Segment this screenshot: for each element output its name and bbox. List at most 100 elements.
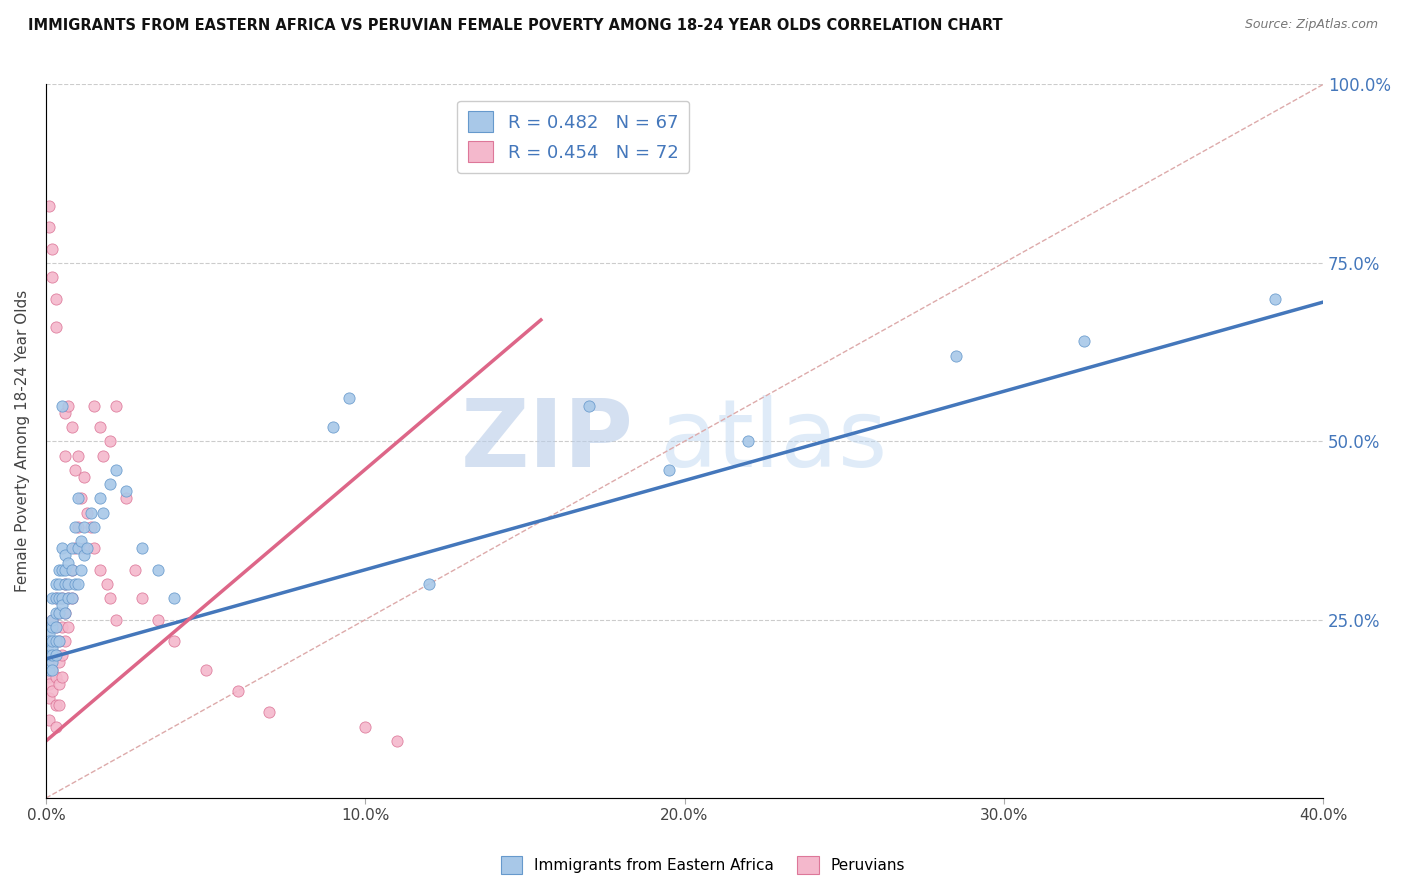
Y-axis label: Female Poverty Among 18-24 Year Olds: Female Poverty Among 18-24 Year Olds [15, 290, 30, 592]
Point [51, 541, 73, 556]
Point [41, 634, 63, 648]
Point [45, 620, 67, 634]
Point [79, 520, 101, 534]
Legend: Immigrants from Eastern Africa, Peruvians: Immigrants from Eastern Africa, Peruvian… [495, 850, 911, 880]
Point [76, 541, 98, 556]
Point [38, 677, 60, 691]
Point [48, 591, 70, 606]
Point [89, 420, 111, 434]
Text: Source: ZipAtlas.com: Source: ZipAtlas.com [1244, 18, 1378, 31]
Point [53, 449, 76, 463]
Point [38, 634, 60, 648]
Point [66, 491, 89, 506]
Point [38, 199, 60, 213]
Point [48, 677, 70, 691]
Point [48, 656, 70, 670]
Point [114, 491, 136, 506]
Point [38, 634, 60, 648]
Point [38, 713, 60, 727]
Point [58, 591, 80, 606]
Point [45, 591, 67, 606]
Point [66, 520, 89, 534]
Point [96, 577, 118, 591]
Point [63, 577, 86, 591]
Point [38, 648, 60, 663]
Point [48, 606, 70, 620]
Point [66, 541, 89, 556]
Point [89, 491, 111, 506]
Point [41, 620, 63, 634]
Point [60, 420, 83, 434]
Point [70, 563, 93, 577]
Point [83, 399, 105, 413]
Point [51, 670, 73, 684]
Point [83, 541, 105, 556]
Point [45, 577, 67, 591]
Point [41, 663, 63, 677]
Point [58, 399, 80, 413]
Point [58, 591, 80, 606]
Point [58, 556, 80, 570]
Point [51, 563, 73, 577]
Point [53, 606, 76, 620]
Point [41, 242, 63, 256]
Point [131, 541, 153, 556]
Point [38, 220, 60, 235]
Point [70, 534, 93, 549]
Point [51, 599, 73, 613]
Point [385, 734, 408, 748]
Point [51, 591, 73, 606]
Text: atlas: atlas [659, 395, 887, 487]
Point [48, 634, 70, 648]
Point [45, 606, 67, 620]
Point [38, 648, 60, 663]
Point [105, 613, 128, 627]
Point [131, 591, 153, 606]
Point [41, 613, 63, 627]
Point [163, 591, 186, 606]
Point [98, 591, 121, 606]
Point [226, 684, 249, 698]
Point [53, 634, 76, 648]
Point [38, 691, 60, 706]
Point [41, 656, 63, 670]
Point [45, 620, 67, 634]
Point [51, 648, 73, 663]
Point [124, 563, 146, 577]
Point [322, 420, 344, 434]
Point [1073, 334, 1095, 349]
Point [60, 541, 83, 556]
Point [48, 634, 70, 648]
Point [45, 670, 67, 684]
Point [105, 463, 128, 477]
Point [98, 477, 121, 491]
Point [76, 506, 98, 520]
Point [41, 613, 63, 627]
Point [53, 606, 76, 620]
Point [48, 698, 70, 713]
Point [48, 577, 70, 591]
Point [53, 406, 76, 420]
Point [53, 563, 76, 577]
Point [73, 470, 96, 484]
Point [578, 399, 600, 413]
Point [146, 563, 169, 577]
Point [418, 577, 440, 591]
Point [63, 463, 86, 477]
Point [66, 577, 89, 591]
Point [63, 541, 86, 556]
Legend: R = 0.482   N = 67, R = 0.454   N = 72: R = 0.482 N = 67, R = 0.454 N = 72 [457, 101, 689, 173]
Point [93, 506, 115, 520]
Point [658, 463, 681, 477]
Point [354, 720, 377, 734]
Point [60, 563, 83, 577]
Point [41, 663, 63, 677]
Point [41, 648, 63, 663]
Point [60, 563, 83, 577]
Point [38, 656, 60, 670]
Point [41, 641, 63, 656]
Point [83, 520, 105, 534]
Point [45, 720, 67, 734]
Point [98, 434, 121, 449]
Point [194, 663, 217, 677]
